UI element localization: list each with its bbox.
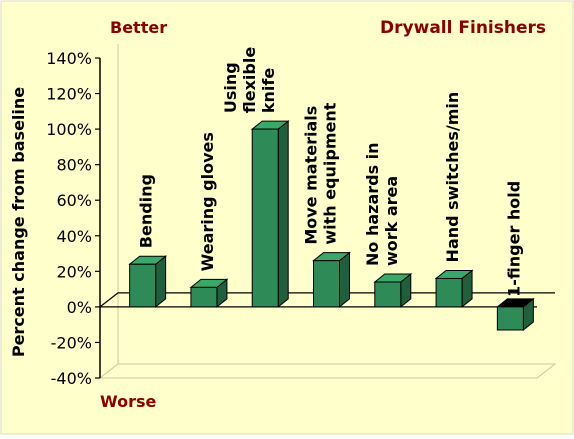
category-label: Wearing gloves — [198, 132, 217, 271]
bar — [313, 260, 340, 308]
bar — [129, 263, 157, 308]
category-label-line: work area — [382, 176, 401, 266]
y-tick-label: 0% — [67, 298, 92, 317]
y-tick-label: -40% — [51, 369, 92, 388]
category-label: Hand switches/min — [443, 92, 462, 263]
y-tick-label: 60% — [56, 191, 92, 210]
bar — [190, 286, 218, 308]
category-label: No hazards inwork area — [363, 142, 401, 266]
bar — [251, 128, 279, 308]
y-tick-label: 40% — [56, 227, 92, 246]
y-tick-label: 20% — [56, 262, 92, 281]
bar — [496, 306, 524, 331]
bar-side — [277, 120, 289, 308]
category-label-line: Using — [221, 62, 240, 113]
bar — [374, 281, 402, 308]
category-label-line: Move materials — [302, 106, 321, 245]
category-label-line: Hand switches/min — [443, 92, 462, 263]
chart-title: Drywall Finishers — [380, 18, 546, 38]
category-label-line: Bending — [137, 174, 156, 248]
y-tick-label: -20% — [51, 333, 92, 352]
category-label-line: with equipment — [321, 102, 340, 244]
category-label: Usingflexibleknife — [221, 47, 278, 113]
worse-annotation: Worse — [100, 392, 156, 411]
category-label-line: 1-finger hold — [504, 181, 523, 297]
y-tick-label: 120% — [46, 85, 92, 104]
bar-side — [155, 255, 167, 308]
y-tick-label: 140% — [46, 49, 92, 68]
category-label-line: Wearing gloves — [198, 132, 217, 271]
better-annotation: Better — [110, 18, 167, 37]
y-axis-label: Percent change from baseline — [9, 87, 28, 357]
bar — [435, 277, 463, 308]
category-label: 1-finger hold — [504, 181, 523, 297]
category-label: Move materialswith equipment — [302, 102, 340, 244]
y-tick-label: 80% — [56, 156, 92, 175]
y-tick-label: 100% — [46, 120, 92, 139]
category-label-line: knife — [259, 68, 278, 113]
category-label-line: No hazards in — [363, 142, 382, 266]
plot-area: 140% 120% 100% 80% 60% 40% 20% 0% -20% -40% Bendin… — [46, 44, 557, 388]
category-label: Bending — [137, 174, 156, 248]
floor-plane — [98, 363, 557, 379]
category-label-line: flexible — [240, 47, 259, 113]
bar-side — [339, 251, 350, 308]
